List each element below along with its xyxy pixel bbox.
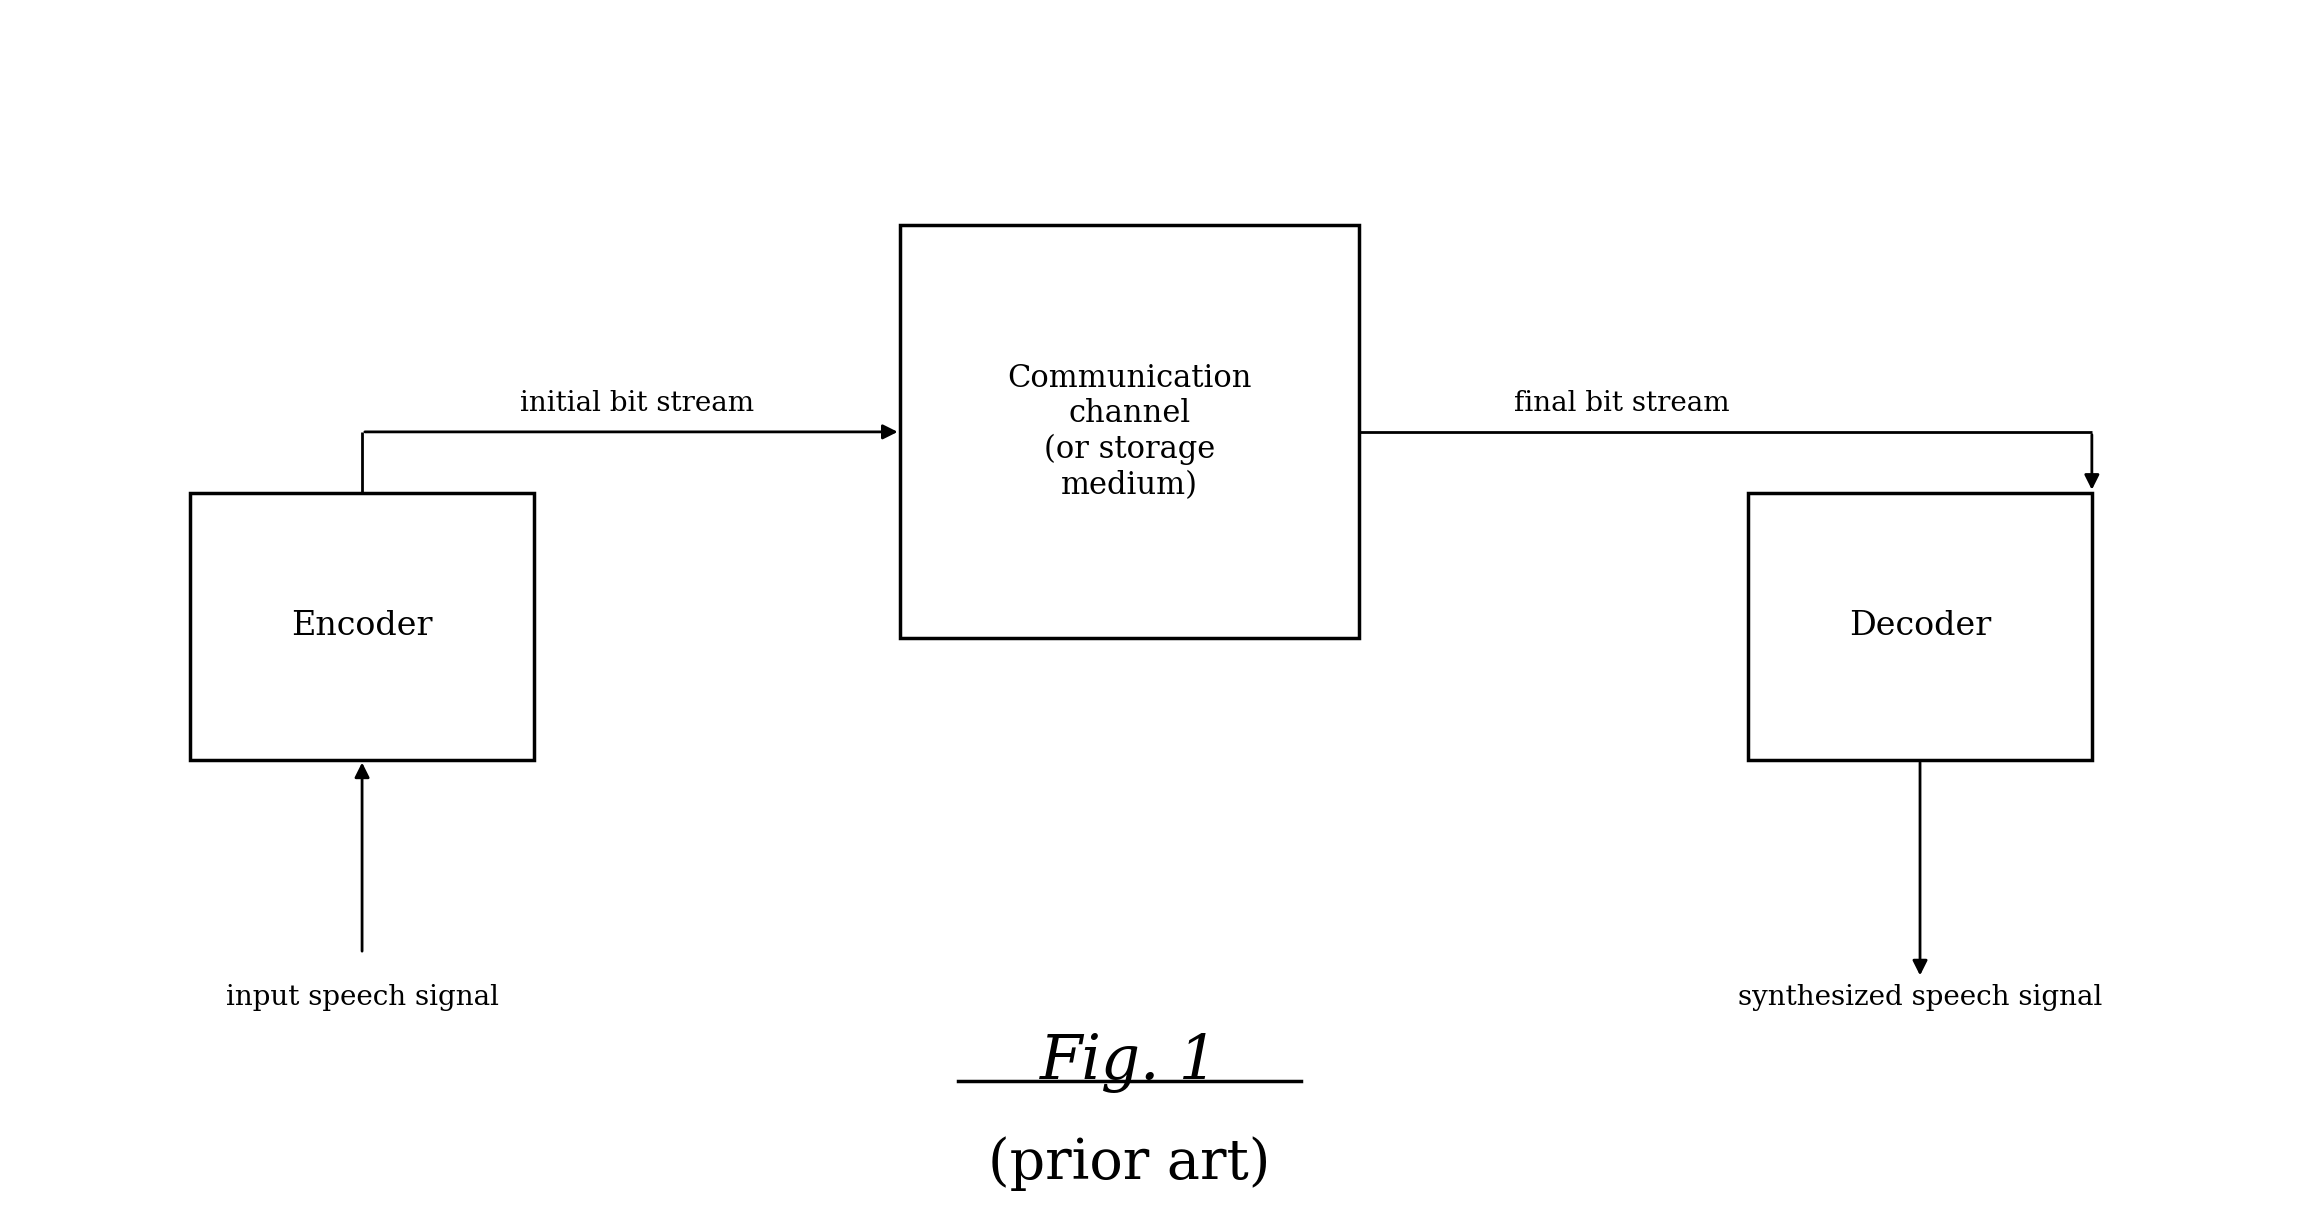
Text: (prior art): (prior art): [989, 1136, 1270, 1191]
Text: Fig. 1: Fig. 1: [1040, 1033, 1219, 1093]
FancyBboxPatch shape: [1747, 492, 2093, 760]
Text: Decoder: Decoder: [1849, 610, 1992, 642]
Text: input speech signal: input speech signal: [226, 985, 498, 1012]
Text: synthesized speech signal: synthesized speech signal: [1738, 985, 2102, 1012]
Text: initial bit stream: initial bit stream: [521, 391, 754, 418]
FancyBboxPatch shape: [901, 226, 1358, 639]
FancyBboxPatch shape: [191, 492, 535, 760]
Text: Communication
channel
(or storage
medium): Communication channel (or storage medium…: [1007, 362, 1252, 501]
Text: Encoder: Encoder: [290, 610, 433, 642]
Text: final bit stream: final bit stream: [1514, 391, 1731, 418]
